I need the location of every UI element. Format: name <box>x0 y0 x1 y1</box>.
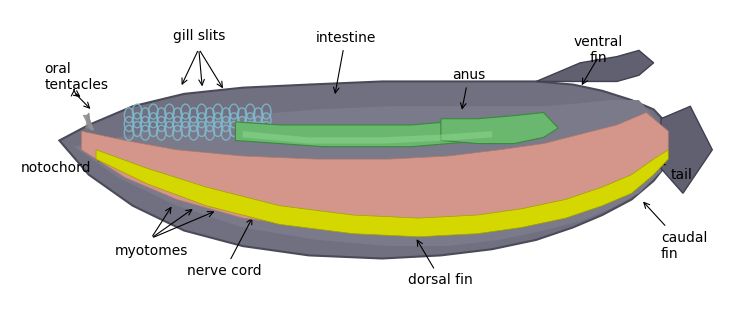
Polygon shape <box>74 100 661 246</box>
Text: gill slits: gill slits <box>173 29 225 43</box>
Text: caudal
fin: caudal fin <box>661 231 707 261</box>
Text: myotomes: myotomes <box>115 244 187 258</box>
Text: dorsal fin: dorsal fin <box>409 240 473 287</box>
Polygon shape <box>441 113 559 144</box>
Polygon shape <box>96 150 668 237</box>
Text: anus: anus <box>452 68 485 109</box>
Polygon shape <box>243 131 492 144</box>
Polygon shape <box>82 113 668 231</box>
Text: intestine: intestine <box>315 31 376 93</box>
Polygon shape <box>537 51 653 81</box>
Text: nerve cord: nerve cord <box>187 219 262 278</box>
Text: tail: tail <box>644 152 692 182</box>
Polygon shape <box>60 81 683 259</box>
Text: oral
tentacles: oral tentacles <box>45 62 109 92</box>
Polygon shape <box>661 106 712 193</box>
Polygon shape <box>235 119 529 147</box>
Text: notochord: notochord <box>21 156 103 175</box>
Text: ventral
fin: ventral fin <box>574 35 623 66</box>
